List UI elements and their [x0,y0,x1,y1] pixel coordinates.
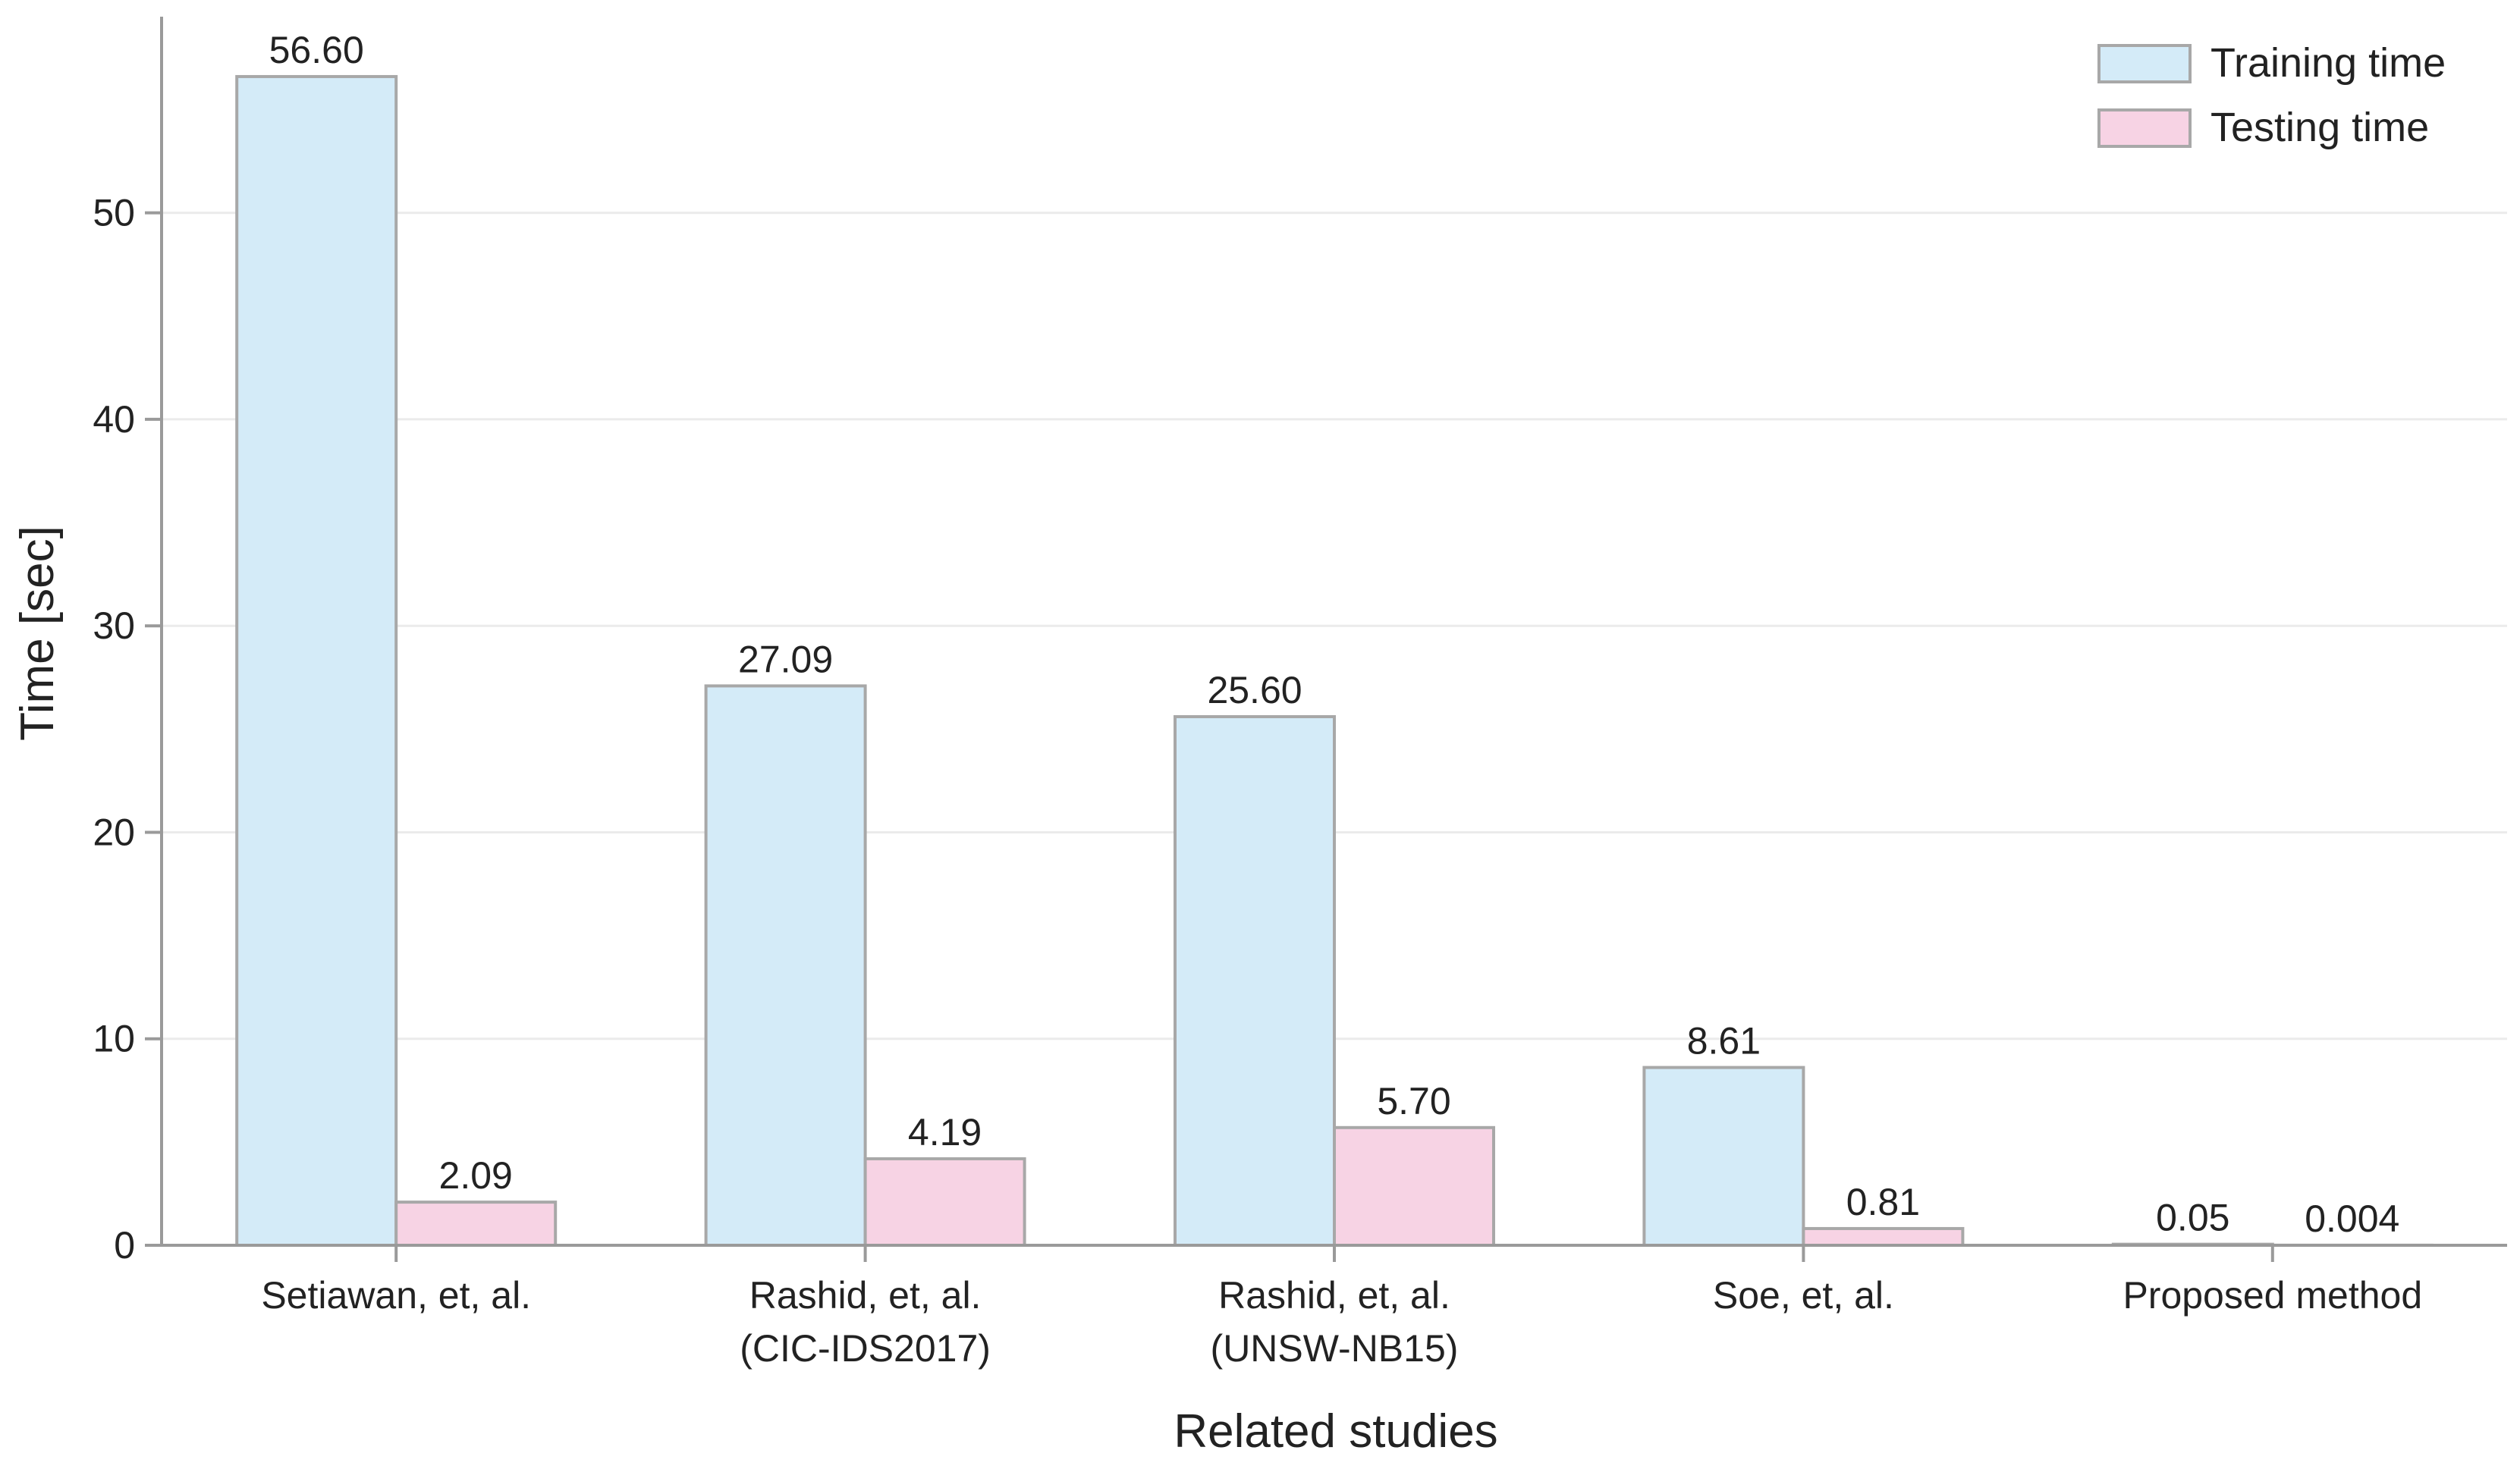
y-axis-title: Time [sec] [11,526,64,741]
x-category-label: Setiawan, et, al. [261,1274,531,1317]
y-ticks: 0 10 20 30 40 50 [93,192,162,1267]
data-label: 0.05 [2156,1197,2229,1239]
axes [145,17,2507,1247]
x-category-label: Rashid, et, al. [749,1274,982,1317]
data-label: 25.60 [1207,669,1302,711]
legend: Training time Testing time [2097,40,2446,150]
bar-testing-3 [1802,1226,1965,1247]
bar-testing-2 [1333,1125,1495,1248]
x-category-label: Rashid, et, al. [1218,1274,1450,1317]
data-label: 5.70 [1377,1080,1450,1122]
x-category-label: Proposed method [2123,1274,2422,1317]
y-tick-label: 0 [114,1224,135,1267]
y-tick-label: 40 [93,398,135,441]
legend-swatch-training [2097,44,2192,83]
y-tick-label: 50 [93,192,135,234]
y-tick-label: 20 [93,811,135,853]
bar-training-0 [235,74,398,1247]
data-label: 2.09 [439,1154,513,1197]
data-labels: 56.60 2.09 27.09 4.19 25.60 5.70 8.61 0.81 0.05 0… [269,29,2400,1240]
data-label: 0.81 [1846,1181,1920,1223]
data-label: 8.61 [1687,1020,1761,1063]
bars [235,74,2434,1248]
y-tick-label: 30 [93,604,135,647]
bar-testing-1 [863,1157,1026,1247]
data-label: 0.004 [2305,1197,2399,1240]
data-label: 56.60 [269,29,364,71]
data-label: 4.19 [908,1111,982,1154]
x-category-label: (CIC-IDS2017) [740,1327,991,1370]
data-label: 27.09 [738,638,833,680]
gridlines [162,212,2507,1041]
legend-label-training: Training time [2210,40,2446,86]
bar-training-2 [1174,714,1336,1247]
x-category-label: (UNSW-NB15) [1211,1327,1459,1370]
bar-training-1 [704,684,867,1247]
y-tick-label: 10 [93,1018,135,1060]
bar-training-3 [1642,1066,1805,1247]
legend-swatch-testing [2097,108,2192,148]
x-axis-title: Related studies [1174,1405,1497,1458]
bar-testing-0 [394,1201,558,1248]
x-category-labels: Setiawan, et, al. Rashid, et, al. (CIC-IDS… [261,1245,2422,1370]
legend-label-testing: Testing time [2210,105,2429,150]
x-category-label: Soe, et, al. [1713,1274,1894,1317]
